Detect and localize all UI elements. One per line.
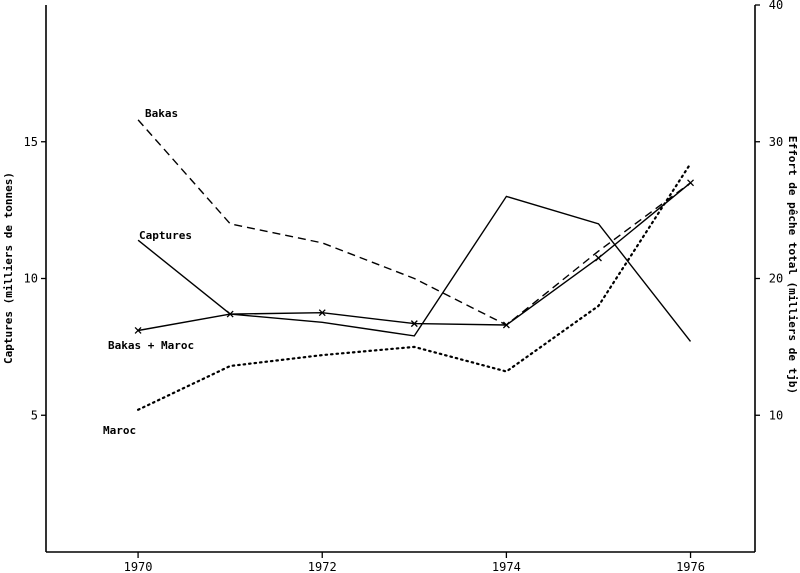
right-y-tick-label: 40 <box>769 0 783 12</box>
series-label-bakas: Bakas <box>145 107 178 120</box>
series-label-maroc: Maroc <box>103 424 136 437</box>
point-marker-bakas-maroc <box>318 309 326 317</box>
series-line-maroc <box>137 162 692 411</box>
marker-stroke <box>410 320 418 328</box>
marker-stroke <box>134 327 142 334</box>
point-marker-bakas-maroc <box>595 254 602 262</box>
marker-stroke <box>595 254 602 262</box>
right-y-tick-label: 30 <box>769 135 783 149</box>
marker-stroke <box>502 321 510 329</box>
left-y-tick-label: 10 <box>24 272 38 286</box>
left-y-axis-title: Captures (milliers de tonnes) <box>2 172 15 364</box>
x-tick-label: 1974 <box>492 560 521 573</box>
marker-stroke <box>226 310 234 318</box>
series-line-bakas-maroc <box>137 182 691 332</box>
series-label-bakas-maroc: Bakas + Maroc <box>108 339 194 352</box>
series-label-captures: Captures <box>139 229 192 242</box>
x-tick-label: 1976 <box>676 560 705 573</box>
labels-layer: Captures Bakas Bakas + Maroc Maroc <box>103 107 194 437</box>
left-y-tick-label: 5 <box>31 408 38 422</box>
marker-stroke <box>687 179 695 187</box>
series-layer <box>134 119 695 411</box>
point-marker-bakas-maroc <box>410 320 418 328</box>
x-tick-label: 1970 <box>124 560 153 573</box>
point-marker-bakas-maroc <box>502 321 510 329</box>
series-line-bakas <box>137 119 691 326</box>
right-y-tick-label: 10 <box>769 408 783 422</box>
right-y-tick-label: 20 <box>769 272 783 286</box>
point-marker-bakas-maroc <box>687 179 695 187</box>
marker-stroke <box>318 309 326 317</box>
point-marker-bakas-maroc <box>134 327 142 334</box>
x-tick-label: 1972 <box>308 560 337 573</box>
point-marker-bakas-maroc <box>226 310 234 318</box>
right-y-axis-title: Effort de pêche total (milliers de tjb) <box>786 136 799 394</box>
left-y-tick-label: 15 <box>24 135 38 149</box>
series-line-captures <box>137 195 692 342</box>
